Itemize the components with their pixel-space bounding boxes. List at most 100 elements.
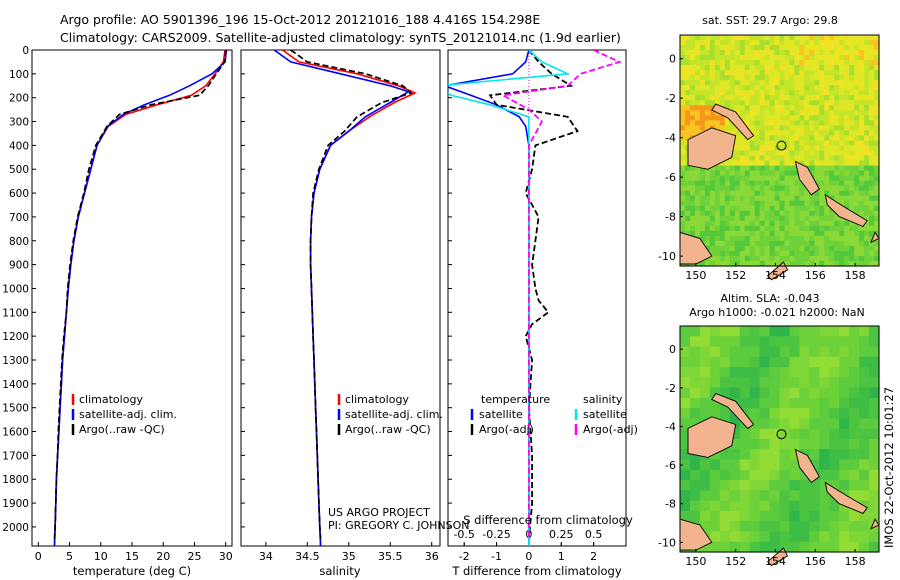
map-cell [799,65,805,71]
map-cell [744,85,751,91]
map-cell [874,110,880,116]
map-cell [814,140,820,147]
map-cell [869,155,875,162]
temperature-xtick-label: 15 [125,550,139,563]
map-cell [754,115,761,121]
map-cell [739,60,746,66]
map-cell [769,95,776,101]
map-cell [704,230,711,237]
map-cell [769,408,781,420]
map-cell [714,235,721,242]
map-cell [684,80,691,86]
map-cell [764,40,771,46]
map-cell [689,90,696,96]
map-cell [814,160,820,167]
map-cell [729,521,741,533]
map-cell [774,40,781,46]
map-cell [849,336,860,348]
map-cell [769,35,776,41]
map-cell [809,40,815,46]
map-cell [809,205,815,212]
map-ytick-label: -10 [658,250,676,263]
map-cell [744,140,751,147]
map-cell [869,180,875,187]
map-cell [729,541,741,553]
map-cell [854,170,860,177]
map-cell [809,377,820,389]
map-cell [794,60,800,66]
map-xtick-label: 152 [725,269,746,282]
map-cell [689,367,701,378]
map-cell [789,65,796,71]
map-cell [809,531,820,543]
map-cell [849,70,855,76]
map-cell [849,95,855,101]
map-cell [759,449,771,461]
map-cell [814,195,820,202]
map-cell [739,115,746,121]
map-cell [684,185,691,192]
map-cell [729,250,736,257]
map-cell [680,225,686,232]
temperature-xtick-label: 0 [35,550,42,563]
map-cell [874,135,880,142]
map-cell [749,500,761,512]
map-cell [814,170,820,177]
map-cell [699,220,706,227]
map-cell [839,50,845,56]
map-cell [714,70,721,76]
map-cell [709,240,716,247]
sla-heatmap-cells [680,326,880,553]
map-cell [709,459,721,471]
map-cell [809,541,820,553]
map-cell [734,235,741,242]
map-cell [699,260,706,267]
map-cell [819,240,825,247]
map-cell [824,210,830,217]
map-cell [739,260,746,267]
map-cell [749,260,756,267]
difference-line-2 [448,50,571,546]
map-cell [829,510,840,522]
map-cell [829,387,840,399]
map-cell [749,125,756,132]
map-cell [759,170,766,177]
map-cell [799,205,805,212]
depth-ticks: 0100200300400500600700800900100011001200… [2,45,36,534]
map-cell [849,377,860,389]
map-cell [814,100,820,106]
map-cell [859,531,870,543]
map-cell [809,260,815,267]
sla-map-frame [679,325,880,553]
map-cell [764,195,771,202]
map-cell [774,245,781,252]
map-cell [849,190,855,197]
map-cell [714,215,721,222]
map-cell [834,85,840,91]
legend-label: Argo(..raw -QC) [79,423,165,436]
map-cell [789,35,796,41]
map-cell [864,175,870,182]
map-cell [739,250,746,257]
map-cell [869,65,875,71]
map-cell [859,115,865,121]
map-cell [759,55,766,61]
map-cell [724,35,731,41]
map-cell [699,336,711,348]
map-cell [724,60,731,66]
map-cell [754,210,761,217]
map-cell [689,185,696,192]
map-cell [794,125,800,132]
map-cell [824,175,830,182]
map-cell [839,250,845,257]
map-cell [789,260,796,267]
map-cell [784,120,791,126]
map-cell [859,408,870,420]
map-cell [809,90,815,96]
map-cell [729,367,741,378]
map-cell [829,35,835,41]
map-cell [869,225,875,232]
map-cell [819,155,825,162]
map-cell [694,55,701,61]
